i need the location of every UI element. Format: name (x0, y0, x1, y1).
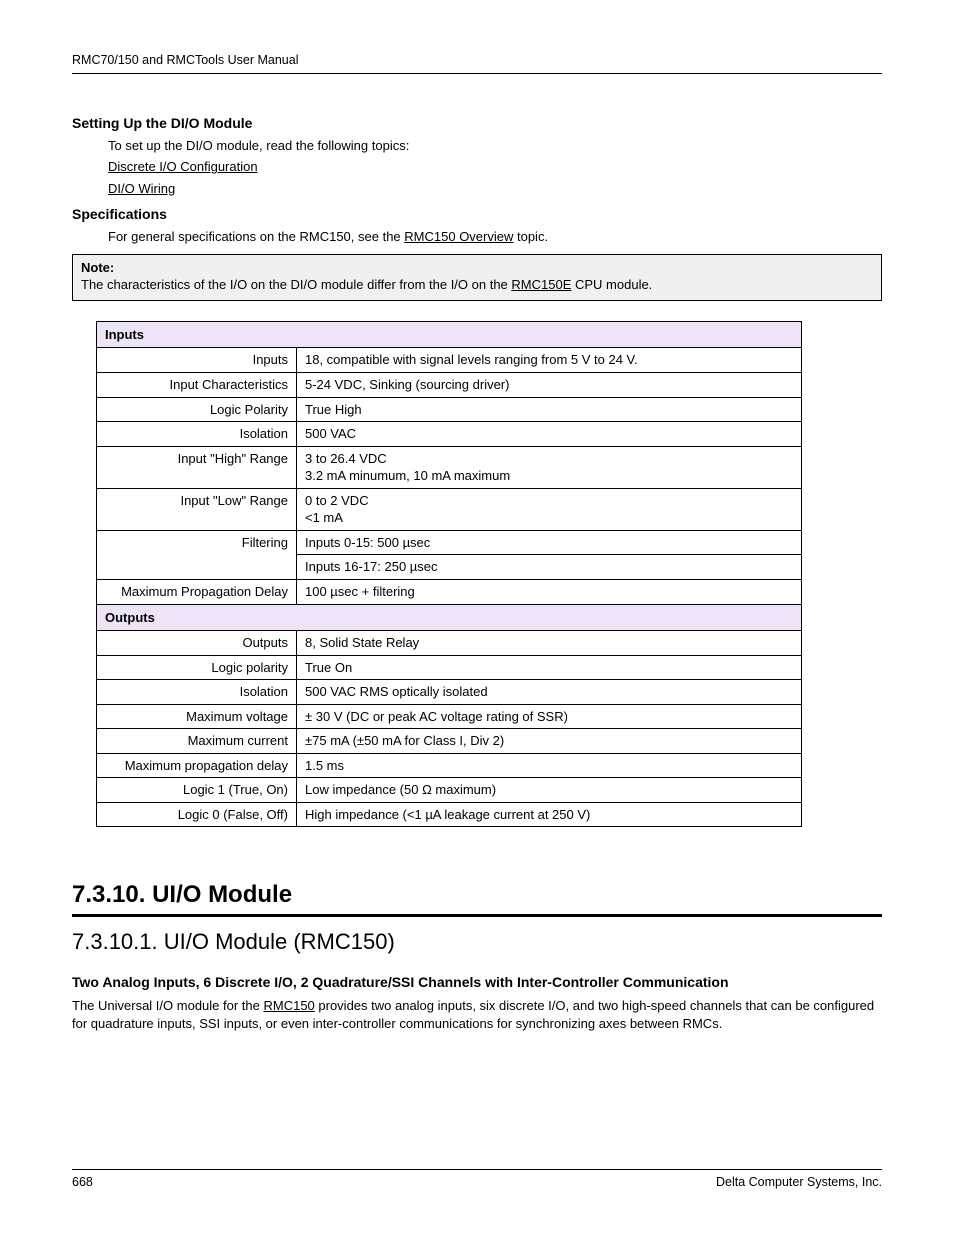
cell-key: Logic polarity (97, 655, 297, 680)
table-row: Input "Low" Range0 to 2 VDC <1 mA (97, 488, 802, 530)
table-group-inputs: Inputs (97, 321, 802, 348)
para-prefix: The Universal I/O module for the (72, 998, 263, 1013)
cell-value: 3 to 26.4 VDC 3.2 mA minumum, 10 mA maxi… (297, 446, 802, 488)
table-row: Logic 1 (True, On)Low impedance (50 Ω ma… (97, 778, 802, 803)
cell-key: Input "High" Range (97, 446, 297, 488)
cell-value: High impedance (<1 µA leakage current at… (297, 802, 802, 827)
cell-key: Maximum voltage (97, 704, 297, 729)
page-number: 668 (72, 1174, 93, 1191)
cell-key: Filtering (97, 530, 297, 579)
note-box: Note: The characteristics of the I/O on … (72, 254, 882, 301)
cell-value: Inputs 0-15: 500 µsec (297, 530, 802, 555)
paragraph-title: Two Analog Inputs, 6 Discrete I/O, 2 Qua… (72, 973, 882, 992)
section-heading-specifications: Specifications (72, 205, 882, 224)
section-heading-setup: Setting Up the DI/O Module (72, 114, 882, 133)
cell-value: 1.5 ms (297, 753, 802, 778)
link-dio-wiring[interactable]: DI/O Wiring (108, 181, 175, 196)
heading-3: 7.3.10.1. UI/O Module (RMC150) (72, 927, 882, 957)
table-row: Maximum Propagation Delay100 µsec + filt… (97, 579, 802, 604)
cell-value: 8, Solid State Relay (297, 631, 802, 656)
cell-value: 5-24 VDC, Sinking (sourcing driver) (297, 373, 802, 398)
cell-value: ±75 mA (±50 mA for Class I, Div 2) (297, 729, 802, 754)
body-paragraph: The Universal I/O module for the RMC150 … (72, 997, 882, 1032)
cell-value: ± 30 V (DC or peak AC voltage rating of … (297, 704, 802, 729)
setup-intro: To set up the DI/O module, read the foll… (108, 137, 882, 155)
company-name: Delta Computer Systems, Inc. (716, 1174, 882, 1191)
cell-value: Inputs 16-17: 250 µsec (297, 555, 802, 580)
table-row: Inputs18, compatible with signal levels … (97, 348, 802, 373)
cell-key: Input "Low" Range (97, 488, 297, 530)
table-row: Isolation500 VAC RMS optically isolated (97, 680, 802, 705)
cell-key: Maximum Propagation Delay (97, 579, 297, 604)
table-row: Maximum propagation delay1.5 ms (97, 753, 802, 778)
cell-key: Isolation (97, 680, 297, 705)
cell-key: Maximum propagation delay (97, 753, 297, 778)
spec-intro-suffix: topic. (513, 229, 548, 244)
cell-key: Logic 0 (False, Off) (97, 802, 297, 827)
note-prefix: The characteristics of the I/O on the DI… (81, 277, 511, 292)
cell-key: Maximum current (97, 729, 297, 754)
cell-value: 500 VAC RMS optically isolated (297, 680, 802, 705)
cell-key: Inputs (97, 348, 297, 373)
cell-key: Outputs (97, 631, 297, 656)
cell-value: True On (297, 655, 802, 680)
footer-rule (72, 1169, 882, 1170)
table-row: Input "High" Range3 to 26.4 VDC 3.2 mA m… (97, 446, 802, 488)
note-label: Note: (81, 260, 114, 275)
link-discrete-io-config[interactable]: Discrete I/O Configuration (108, 159, 258, 174)
cell-key: Logic Polarity (97, 397, 297, 422)
cell-value: 18, compatible with signal levels rangin… (297, 348, 802, 373)
table-row: Outputs8, Solid State Relay (97, 631, 802, 656)
spec-intro: For general specifications on the RMC150… (108, 228, 882, 246)
cell-key: Isolation (97, 422, 297, 447)
cell-value: 0 to 2 VDC <1 mA (297, 488, 802, 530)
table-row: Maximum current±75 mA (±50 mA for Class … (97, 729, 802, 754)
table-row: Isolation500 VAC (97, 422, 802, 447)
cell-value: True High (297, 397, 802, 422)
cell-key: Input Characteristics (97, 373, 297, 398)
table-row: Logic 0 (False, Off)High impedance (<1 µ… (97, 802, 802, 827)
note-suffix: CPU module. (571, 277, 652, 292)
table-row: Filtering Inputs 0-15: 500 µsec (97, 530, 802, 555)
cell-key: Logic 1 (True, On) (97, 778, 297, 803)
link-rmc150[interactable]: RMC150 (263, 998, 314, 1013)
spec-intro-prefix: For general specifications on the RMC150… (108, 229, 404, 244)
cell-value: 100 µsec + filtering (297, 579, 802, 604)
page-footer: 668 Delta Computer Systems, Inc. (72, 1169, 882, 1191)
running-header: RMC70/150 and RMCTools User Manual (72, 52, 882, 73)
heading-2-rule (72, 914, 882, 917)
heading-2: 7.3.10. UI/O Module (72, 879, 882, 911)
spec-table: Inputs Inputs18, compatible with signal … (96, 321, 802, 827)
table-row: Input Characteristics5-24 VDC, Sinking (… (97, 373, 802, 398)
header-rule (72, 73, 882, 74)
table-row: Logic PolarityTrue High (97, 397, 802, 422)
table-group-outputs: Outputs (97, 604, 802, 631)
table-row: Maximum voltage± 30 V (DC or peak AC vol… (97, 704, 802, 729)
link-rmc150e[interactable]: RMC150E (511, 277, 571, 292)
table-row: Logic polarityTrue On (97, 655, 802, 680)
link-rmc150-overview[interactable]: RMC150 Overview (404, 229, 513, 244)
cell-value: Low impedance (50 Ω maximum) (297, 778, 802, 803)
cell-value: 500 VAC (297, 422, 802, 447)
